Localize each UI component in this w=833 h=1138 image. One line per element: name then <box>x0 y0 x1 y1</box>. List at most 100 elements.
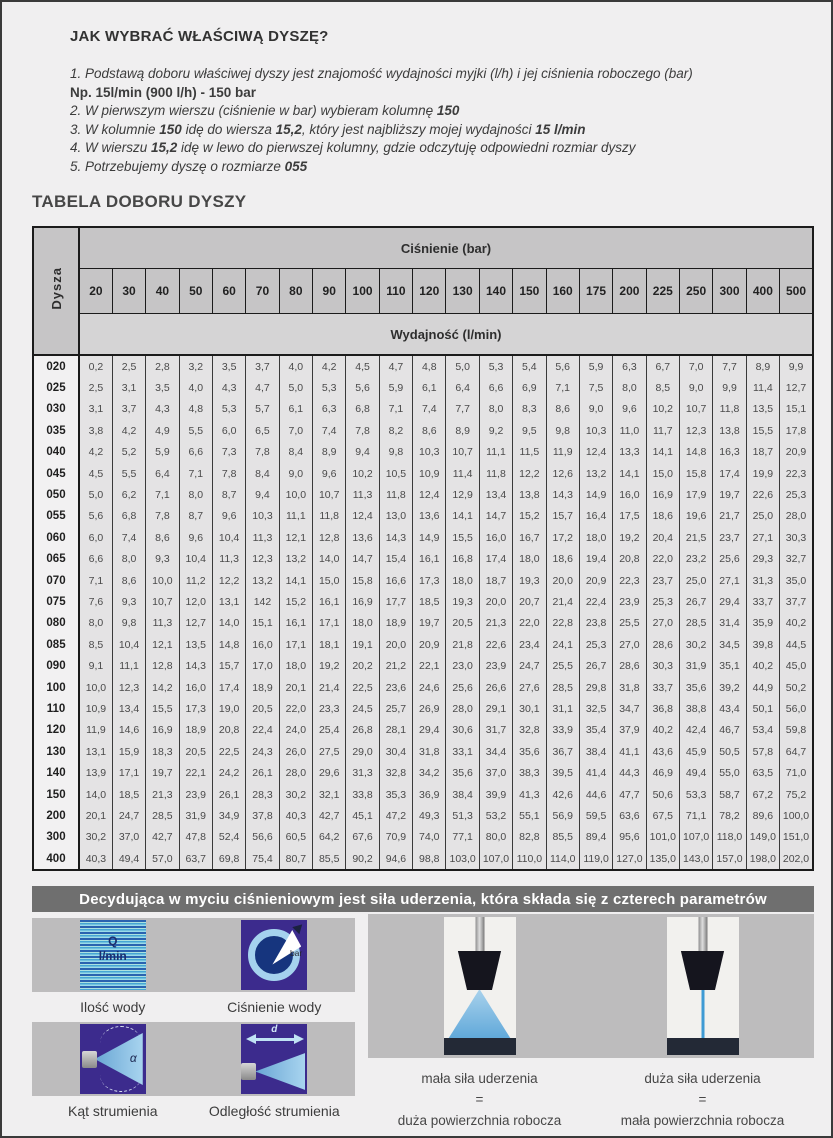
table-row: 130 13,1 15,9 18,3 20,5 22,5 24,3 26,0 27,5 29,0 3… <box>33 741 813 763</box>
flow-value-cell: 22,0 <box>512 612 547 635</box>
flow-value-cell: 33,9 <box>545 719 580 742</box>
flow-value-cell: 13,4 <box>478 484 513 506</box>
flow-value-cell: 30,2 <box>678 634 713 656</box>
flow-value-cell: 10,0 <box>145 569 180 592</box>
flow-value-cell: 5,6 <box>78 505 113 528</box>
flow-value-cell: 9,0 <box>678 377 713 399</box>
flow-value-cell: 29,8 <box>578 676 613 699</box>
flow-value-cell: 20,9 <box>412 634 446 656</box>
flow-value-cell: 6,4 <box>445 377 480 399</box>
flow-value-cell: 119,0 <box>578 847 613 871</box>
nozzle-size-cell: 120 <box>33 719 80 742</box>
flow-value-cell: 10,9 <box>412 462 446 485</box>
flow-value-cell: 8,7 <box>211 484 246 506</box>
flow-value-cell: 110,0 <box>512 847 547 871</box>
flow-value-cell: 11,5 <box>512 441 547 463</box>
flow-value-cell: 157,0 <box>712 847 747 871</box>
flow-value-cell: 6,7 <box>645 353 680 378</box>
flow-value-cell: 13,2 <box>245 569 280 592</box>
flow-value-cell: 10,0 <box>278 484 313 506</box>
flow-value-cell: 202,0 <box>779 847 813 871</box>
flow-value-cell: 10,3 <box>412 441 446 463</box>
flow-value-cell: 9,3 <box>145 548 180 570</box>
flow-value-cell: 34,7 <box>612 698 647 720</box>
flow-value-cell: 15,1 <box>245 612 280 635</box>
flow-value-cell: 3,2 <box>178 353 213 378</box>
flow-value-cell: 11,8 <box>712 398 747 421</box>
flow-value-cell: 47,2 <box>378 805 413 827</box>
flow-value-cell: 44,6 <box>578 783 613 806</box>
pressure-header-cell: 40 <box>145 268 180 314</box>
flow-value-cell: 30,3 <box>779 527 813 549</box>
flow-value-cell: 5,0 <box>445 353 480 378</box>
flow-value-cell: 42,7 <box>145 826 180 848</box>
flow-value-cell: 6,1 <box>412 377 446 399</box>
flow-value-cell: 78,2 <box>712 805 747 827</box>
nozzle-size-cell: 050 <box>33 484 80 506</box>
flow-value-cell: 5,4 <box>512 353 547 378</box>
flow-value-cell: 14,8 <box>211 634 246 656</box>
pressure-header-cell: 100 <box>345 268 380 314</box>
flow-value-cell: 80,7 <box>278 847 313 871</box>
flow-value-cell: 38,8 <box>678 698 713 720</box>
flow-value-cell: 17,5 <box>612 505 647 528</box>
flow-value-cell: 2,5 <box>78 377 113 399</box>
flow-value-cell: 25,4 <box>312 719 346 742</box>
flow-value-cell: 16,4 <box>578 505 613 528</box>
flow-value-cell: 71,1 <box>678 805 713 827</box>
flow-value-cell: 28,5 <box>678 612 713 635</box>
nozzle-size-cell: 065 <box>33 548 80 570</box>
flow-value-cell: 13,6 <box>345 527 380 549</box>
flow-value-cell: 16,0 <box>478 527 513 549</box>
flow-value-cell: 7,1 <box>545 377 580 399</box>
flow-value-cell: 10,4 <box>178 548 213 570</box>
flow-value-cell: 12,4 <box>412 484 446 506</box>
flow-value-cell: 15,7 <box>545 505 580 528</box>
flow-value-cell: 25,5 <box>612 612 647 635</box>
water-icon-q-label: Q <box>108 934 118 948</box>
table-corner-dysza-label: Dysza <box>32 226 80 356</box>
flow-value-cell: 67,2 <box>745 783 780 806</box>
flow-value-cell: 40,2 <box>745 655 780 677</box>
flow-value-cell: 11,3 <box>145 612 180 635</box>
flow-value-cell: 22,3 <box>612 569 647 592</box>
flow-value-cell: 3,5 <box>145 377 180 399</box>
flow-value-cell: 6,2 <box>111 484 146 506</box>
pressure-header-cell: 30 <box>111 268 147 314</box>
nozzle-size-cell: 035 <box>33 420 80 442</box>
flow-value-cell: 12,4 <box>345 505 380 528</box>
flow-value-cell: 63,7 <box>178 847 213 871</box>
flow-value-cell: 8,6 <box>111 569 146 592</box>
flow-value-cell: 42,7 <box>312 805 346 827</box>
table-title: TABELA DOBORU DYSZY <box>32 192 247 211</box>
flow-value-cell: 11,8 <box>312 505 346 528</box>
flow-value-cell: 64,7 <box>779 741 813 763</box>
flow-value-cell: 11,0 <box>612 420 647 442</box>
flow-value-cell: 35,6 <box>678 676 713 699</box>
flow-value-cell: 11,8 <box>378 484 413 506</box>
flow-value-cell: 21,3 <box>145 783 180 806</box>
flow-value-cell: 15,5 <box>445 527 480 549</box>
flow-value-cell: 14,1 <box>445 505 480 528</box>
nozzle-size-cell: 020 <box>33 353 80 378</box>
flow-value-cell: 82,8 <box>512 826 547 848</box>
intro-line: 3. W kolumnie 150 idę do wiersza 15,2, k… <box>70 121 586 137</box>
flow-value-cell: 23,3 <box>312 698 346 720</box>
flow-value-cell: 17,1 <box>312 612 346 635</box>
pressure-header-cell: 225 <box>645 268 680 314</box>
flow-value-cell: 37,9 <box>612 719 647 742</box>
flow-value-cell: 26,6 <box>478 676 513 699</box>
nozzle-selection-table: Dysza Ciśnienie (bar) 20 30 40 50 60 70 80 90 10… <box>32 226 814 872</box>
flow-value-cell: 35,9 <box>745 612 780 635</box>
flow-value-cell: 0,2 <box>78 353 113 378</box>
flow-value-cell: 13,4 <box>111 698 146 720</box>
flow-value-cell: 18,5 <box>111 783 146 806</box>
flow-value-cell: 18,0 <box>445 569 480 592</box>
flow-value-cell: 28,1 <box>378 719 413 742</box>
impact-caption-low-force: mała siła uderzenia = duża powierzchnia … <box>397 1071 562 1128</box>
flow-value-cell: 12,4 <box>578 441 613 463</box>
flow-value-cell: 12,1 <box>145 634 180 656</box>
table-row: 300 30,2 37,0 42,7 47,8 52,4 56,6 60,5 64,2 67,6 7… <box>33 826 813 848</box>
table-row: 060 6,0 7,4 8,6 9,6 10,4 11,3 12,1 12,8 13,6 14,3 1… <box>33 527 813 549</box>
flow-value-cell: 10,2 <box>345 462 380 485</box>
